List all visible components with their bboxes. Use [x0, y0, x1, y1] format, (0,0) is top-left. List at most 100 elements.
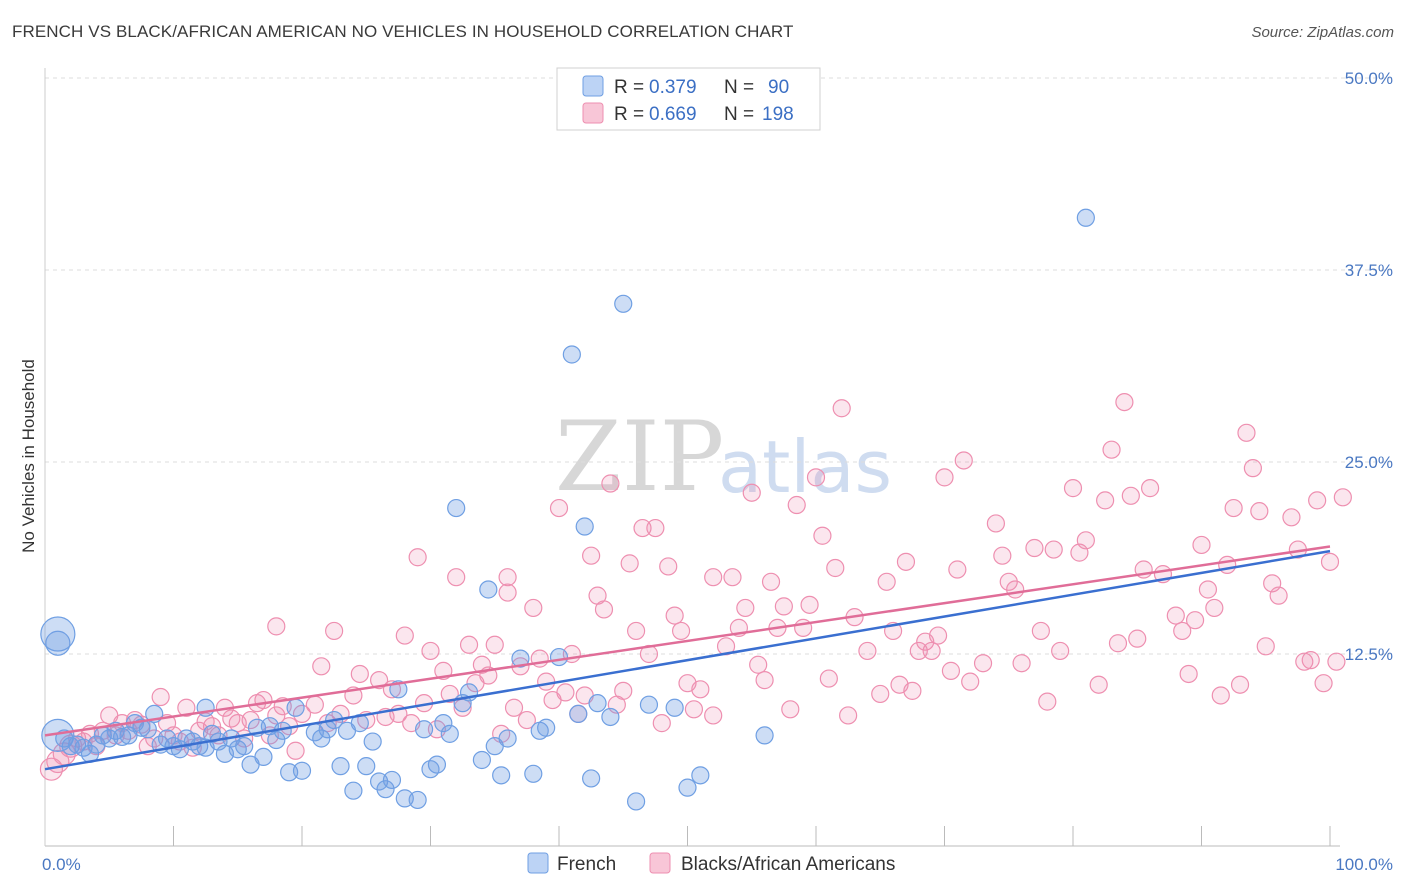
black-point [1063, 479, 1083, 498]
black-point [1282, 508, 1301, 527]
black-point [704, 568, 723, 587]
black-point [1295, 652, 1314, 671]
black-point [254, 690, 273, 710]
black-point [549, 498, 569, 518]
x-tick-label-min: 0.0% [42, 855, 81, 874]
black-point [1333, 488, 1352, 507]
black-point [1121, 486, 1140, 505]
black-point [871, 684, 890, 704]
source-label: Source: ZipAtlas.com [1251, 24, 1394, 41]
black-point [556, 683, 575, 702]
black-point [594, 600, 614, 619]
black-point [1115, 392, 1134, 412]
legend-n-label-black: N = [724, 104, 754, 125]
french-point [447, 498, 466, 518]
legend-r-label-french: R = [614, 77, 644, 98]
black-point [517, 710, 536, 730]
black-point [954, 451, 973, 470]
black-point [1044, 540, 1063, 559]
black-point [1051, 641, 1070, 661]
black-point [1038, 692, 1057, 711]
black-point [1108, 634, 1128, 653]
black-point [1012, 654, 1031, 673]
french-point [421, 760, 440, 779]
black-point [472, 655, 491, 674]
french-point [292, 761, 312, 780]
black-point [1102, 440, 1121, 459]
black-point [267, 617, 286, 636]
black-point [723, 568, 742, 587]
black-point [928, 626, 948, 645]
watermark-atlas: atlas [718, 425, 892, 509]
y-tick-label: 25.0% [1345, 453, 1393, 472]
french-point [132, 718, 151, 737]
black-point [370, 671, 389, 690]
french-point [382, 770, 402, 790]
black-point [498, 568, 517, 587]
black-point [755, 671, 774, 690]
black-point [665, 606, 684, 625]
black-point [877, 572, 896, 591]
legend-n-value-french: 90 [768, 77, 789, 98]
black-point [1006, 580, 1025, 599]
french-trend-line [44, 549, 1331, 771]
black-point [652, 714, 671, 733]
legend-r-value-black: 0.669 [649, 104, 697, 125]
black-point [787, 495, 806, 515]
black-point [601, 474, 620, 493]
chart-title: FRENCH VS BLACK/AFRICAN AMERICAN NO VEHI… [12, 22, 794, 41]
french-point [601, 707, 620, 727]
black-point [1320, 552, 1340, 571]
black-point [691, 680, 710, 699]
french-point [1076, 208, 1095, 227]
french-point [344, 781, 363, 800]
black-point [800, 595, 819, 614]
bottom-legend-label-black: Blacks/African Americans [681, 854, 895, 875]
black-point [826, 558, 845, 578]
french-point [524, 764, 543, 783]
y-tick-label: 12.5% [1345, 645, 1393, 664]
french-point [492, 766, 511, 785]
black-point [813, 526, 832, 545]
black-point [537, 672, 556, 691]
black-point [704, 706, 723, 725]
y-axis-label: No Vehicles in Household [19, 359, 38, 553]
french-point [665, 698, 684, 717]
top-legend: R = 0.379 N = 90 R = 0.669 N = 198 [556, 67, 821, 131]
black-point [202, 717, 222, 736]
black-point [447, 568, 466, 587]
bottom-legend-swatch-french [527, 852, 549, 874]
french-point [138, 720, 157, 739]
french-point [691, 766, 710, 785]
french-point [376, 780, 395, 799]
french-point [537, 718, 556, 737]
black-point [1192, 535, 1211, 555]
black-point [736, 598, 755, 618]
black-point [832, 399, 851, 418]
black-point [350, 664, 369, 684]
french-point [112, 727, 132, 747]
black-point [325, 621, 344, 641]
bottom-legend-swatch-black [649, 852, 671, 874]
black-point [1327, 652, 1346, 671]
french-point [588, 694, 607, 713]
french-point [41, 718, 75, 753]
y-tick-label: 37.5% [1345, 261, 1393, 280]
french-point [363, 732, 382, 751]
black-point [961, 672, 980, 691]
series-black-points [39, 392, 1352, 781]
black-point [459, 635, 479, 654]
black-point [1185, 611, 1205, 630]
black-point [626, 621, 646, 641]
black-point [504, 698, 524, 717]
legend-n-value-black: 198 [762, 104, 794, 125]
black-point [1230, 675, 1250, 694]
black-point [1025, 538, 1044, 558]
black-point [222, 709, 241, 728]
black-point [1198, 580, 1218, 599]
french-point [479, 580, 498, 599]
black-point [774, 597, 793, 616]
y-tick-label: 50.0% [1345, 69, 1393, 88]
french-point [614, 294, 633, 313]
watermark-zip: ZIP [555, 401, 724, 513]
